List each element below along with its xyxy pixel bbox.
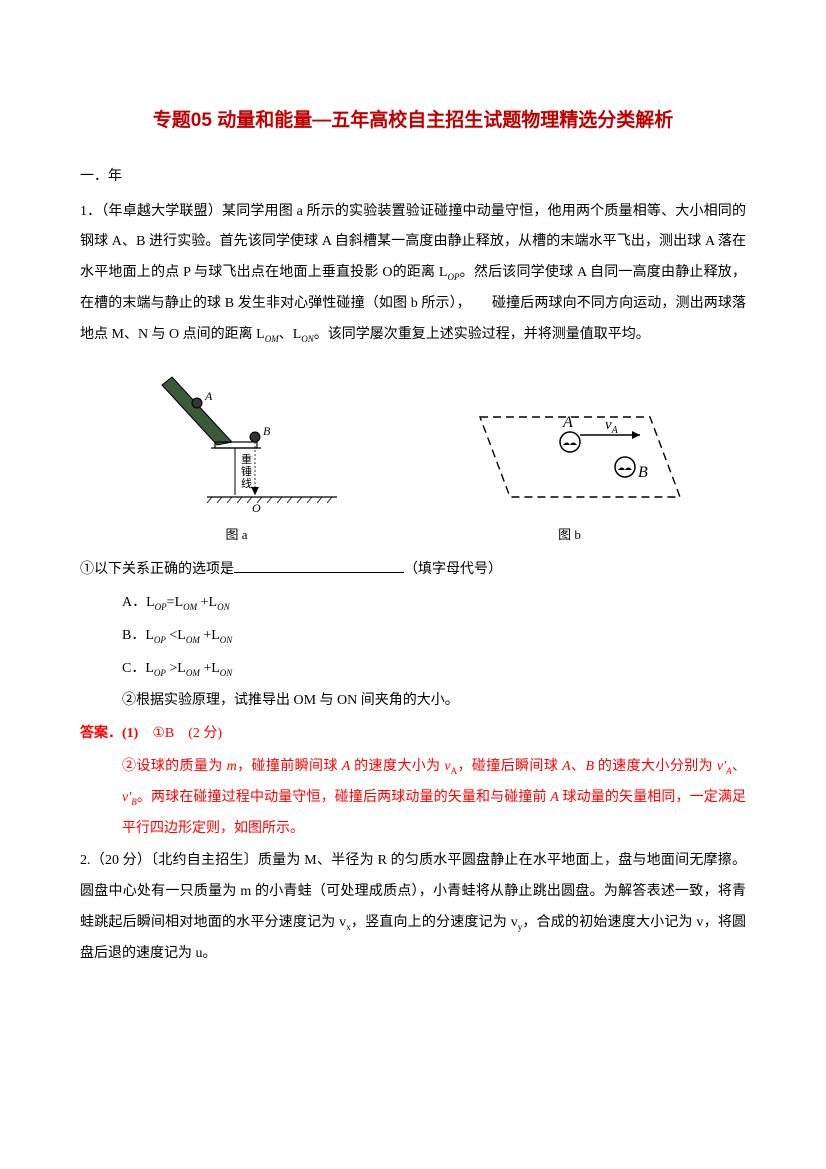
figure-row: A B 重 锤 线	[80, 367, 746, 550]
optB-m2: +L	[200, 628, 220, 643]
q1-sub-op: OP	[447, 272, 459, 282]
ans2-m: m	[227, 759, 237, 774]
figure-b-label: 图 b	[558, 521, 581, 550]
figure-a-svg: A B 重 锤 线	[137, 367, 337, 517]
svg-text:重: 重	[241, 452, 252, 466]
optC-s1: OP	[154, 667, 166, 677]
q1-text-3: 、L	[279, 327, 302, 342]
answer-choice: ①B	[152, 726, 174, 741]
optB-m1: <L	[166, 628, 186, 643]
q1-sub1-text: ①以下关系正确的选项是	[80, 562, 234, 577]
figure-b-svg: A vA B	[450, 387, 690, 517]
svg-text:A: A	[204, 389, 213, 403]
optA-s2: OM	[183, 602, 197, 612]
ans2-e: 、	[571, 759, 586, 774]
ans2-B: B	[585, 759, 594, 774]
optA-s3: ON	[217, 602, 230, 612]
ans2-vBp: v′	[122, 790, 131, 805]
figure-a-block: A B 重 锤 线	[137, 367, 337, 550]
ans2-g: 、	[732, 759, 746, 774]
optA-prefix: A．L	[122, 595, 155, 610]
optA-m2: +L	[197, 595, 217, 610]
ans2-A3: A	[550, 790, 559, 805]
svg-text:B: B	[263, 424, 271, 438]
svg-text:O: O	[252, 501, 261, 515]
ans2-b: ，碰撞前瞬间球	[237, 759, 342, 774]
q1-sub-om: OM	[265, 334, 279, 344]
optB-s1: OP	[154, 635, 166, 645]
q1-sub1-tail: （填字母代号）	[404, 562, 502, 577]
answer-points: (2 分)	[188, 726, 222, 741]
svg-text:A: A	[562, 414, 573, 431]
ans2-c: 的速度大小为	[350, 759, 444, 774]
option-a: A．LOP=LOM +LON	[80, 588, 746, 619]
question-1-paragraph: 1．（年卓越大学联盟）某同学用图 a 所示的实验装置验证碰撞中动量守恒，他用两个…	[80, 197, 746, 351]
ans2-f: 的速度大小分别为	[594, 759, 717, 774]
optC-m2: +L	[200, 661, 220, 676]
optA-m1: =L	[167, 595, 183, 610]
blank-line	[234, 559, 404, 573]
section-header: 一．年	[80, 162, 746, 193]
answer-line-1: 答案．(1) ①B (2 分)	[80, 719, 746, 750]
optB-s3: ON	[220, 635, 233, 645]
answer-line-2: ②设球的质量为 m，碰撞前瞬间球 A 的速度大小为 vA，碰撞后瞬间球 A、B …	[80, 752, 746, 844]
document-title: 专题05 动量和能量—五年高校自主招生试题物理精选分类解析	[80, 100, 746, 142]
ans2-A2: A	[562, 759, 571, 774]
figure-b-block: A vA B 图 b	[450, 387, 690, 550]
optC-m1: >L	[166, 661, 186, 676]
figure-a-label: 图 a	[225, 521, 247, 550]
optB-s2: OM	[186, 635, 200, 645]
ans2-A: A	[342, 759, 351, 774]
svg-text:锤: 锤	[241, 464, 252, 478]
q1-subquestion-1: ①以下关系正确的选项是 （填字母代号）	[80, 555, 746, 586]
answer-label: 答案．(1)	[80, 726, 138, 741]
q2-text-2: ，竖直向上的分速度记为 v	[351, 915, 518, 930]
optC-s3: ON	[220, 667, 233, 677]
optA-s1: OP	[155, 602, 167, 612]
question-2-paragraph: 2.（20 分）〔北约自主招生〕质量为 M、半径为 R 的匀质水平圆盘静止在水平…	[80, 846, 746, 969]
q1-text-4: 。该同学屡次重复上述实验过程，并将测量值取平均。	[314, 327, 650, 342]
optB-prefix: B．L	[122, 628, 154, 643]
optC-prefix: C．L	[122, 661, 154, 676]
svg-text:线: 线	[241, 476, 252, 490]
optC-s2: OM	[186, 667, 200, 677]
svg-text:B: B	[638, 464, 648, 481]
ans2-a: ②设球的质量为	[122, 759, 227, 774]
q1-subquestion-2: ②根据实验原理，试推导出 OM 与 ON 间夹角的大小。	[80, 686, 746, 717]
q1-sub-on: ON	[301, 334, 314, 344]
option-b: B．LOP <LOM +LON	[80, 621, 746, 652]
ans2-d: ，碰撞后瞬间球	[457, 759, 562, 774]
ans2-vAp: v′	[717, 759, 726, 774]
svg-text:vA: vA	[605, 417, 619, 436]
option-c: C．LOP >LOM +LON	[80, 654, 746, 685]
ans2-h: 。两球在碰撞过程中动量守恒，碰撞后两球动量的矢量和与碰撞前	[137, 790, 550, 805]
